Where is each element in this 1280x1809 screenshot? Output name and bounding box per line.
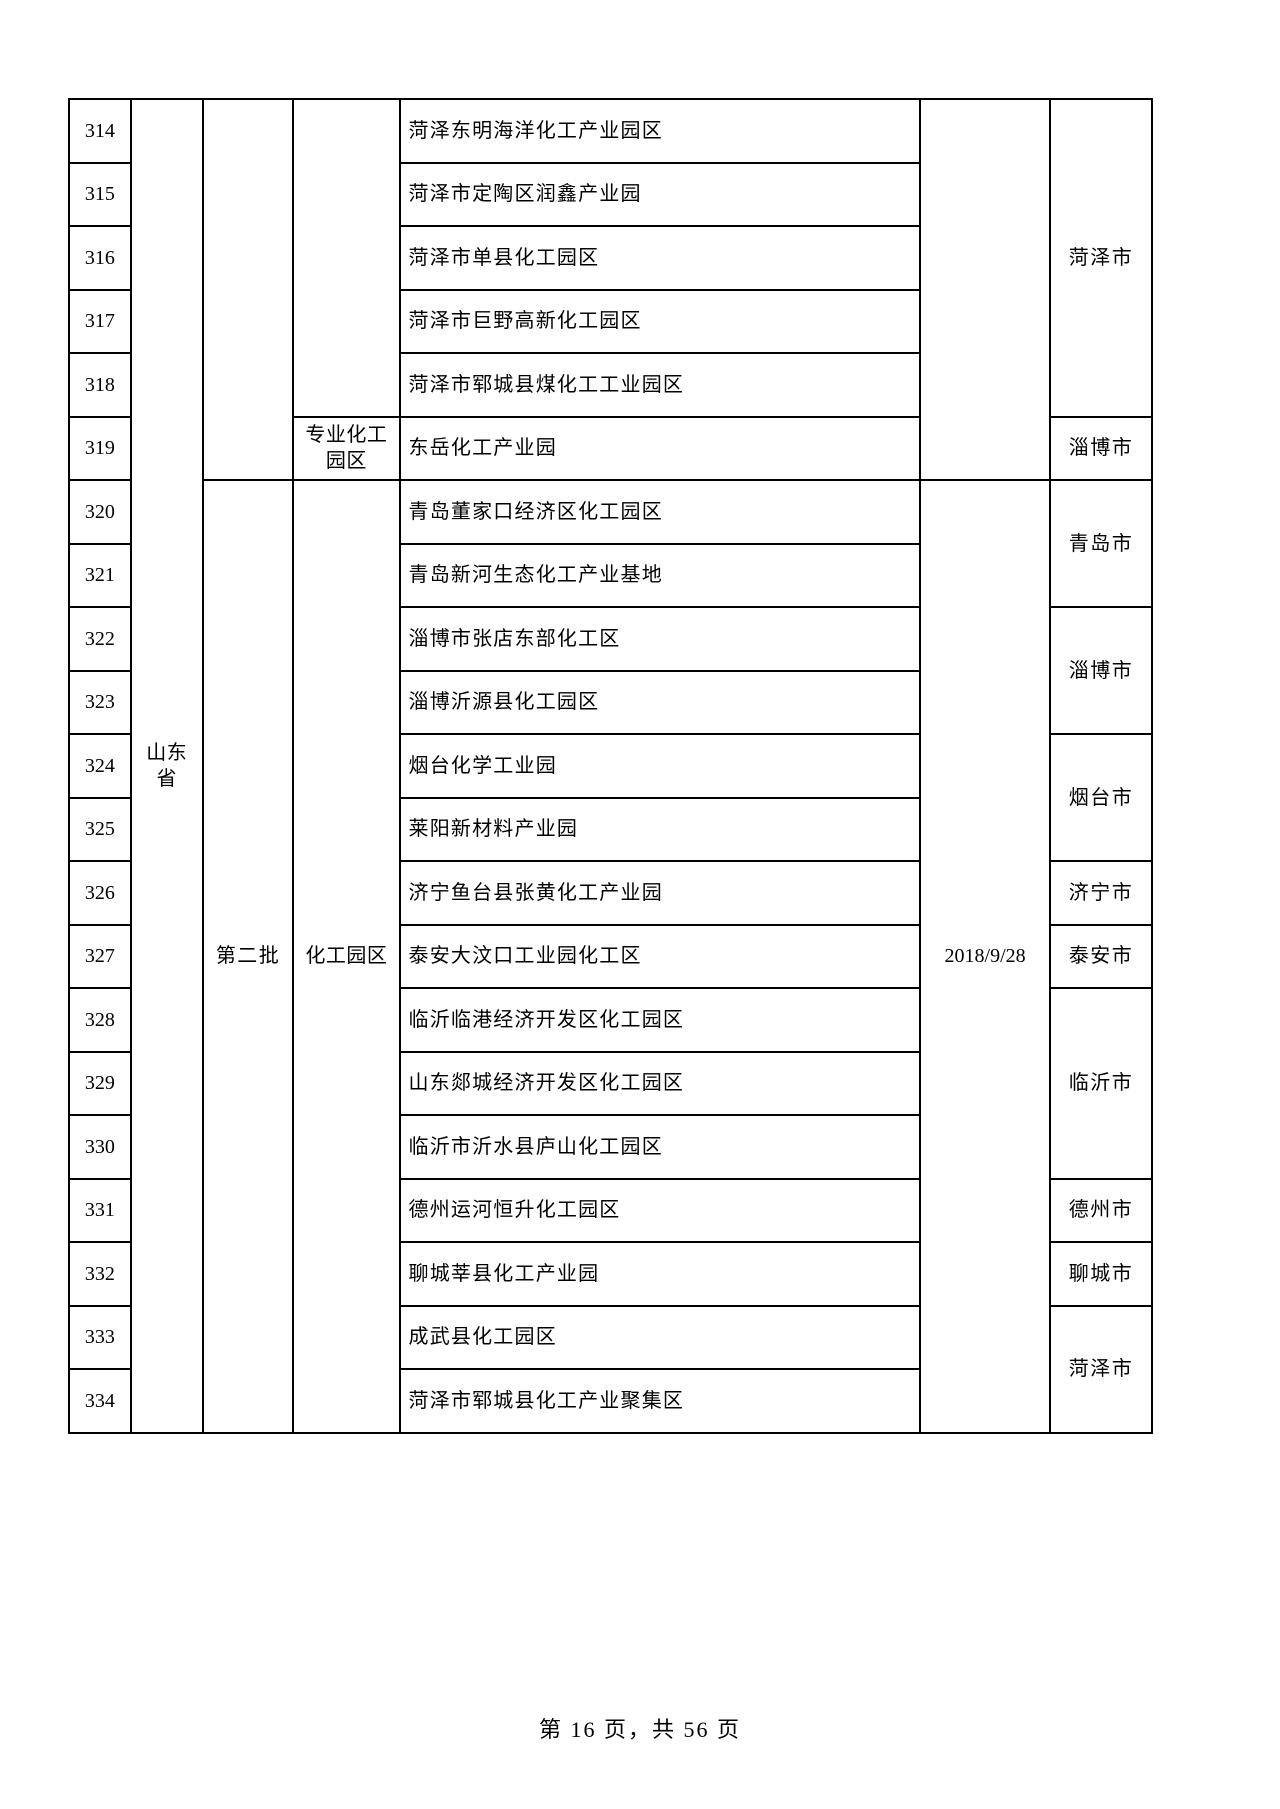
table-row: 324 烟台化学工业园 烟台市	[68, 733, 1154, 862]
row-index: 329	[68, 1050, 132, 1116]
park-name: 青岛新河生态化工产业基地	[398, 542, 922, 608]
row-index: 322	[68, 606, 132, 672]
park-name: 菏泽市巨野高新化工园区	[398, 288, 922, 354]
park-type: 专业化工园区	[292, 415, 401, 481]
row-index: 316	[68, 225, 132, 291]
park-name: 聊城莘县化工产业园	[398, 1241, 922, 1307]
row-index: 317	[68, 288, 132, 354]
province-cell: 山东省	[129, 98, 204, 1434]
city-cell: 淄博市	[1048, 415, 1154, 481]
row-index: 330	[68, 1114, 132, 1180]
park-name: 菏泽市单县化工园区	[398, 225, 922, 291]
table-row: 334 菏泽市郓城县化工产业聚集区	[68, 1368, 1152, 1434]
row-index: 333	[68, 1304, 132, 1370]
park-name: 临沂市沂水县庐山化工园区	[398, 1114, 922, 1180]
page-footer: 第 16 页，共 56 页	[538, 1717, 741, 1742]
row-index: 331	[68, 1177, 132, 1243]
city-cell: 菏泽市	[1048, 1304, 1154, 1434]
table-row: 321 青岛新河生态化工产业基地	[68, 542, 1152, 608]
table-row: 333 成武县化工园区 菏泽市	[68, 1304, 1154, 1434]
row-index: 320	[68, 479, 132, 545]
table-row: 332 聊城莘县化工产业园 聊城市	[68, 1241, 1154, 1307]
parks-table: 314 山东省 菏泽东明海洋化工产业园区 菏泽市 315 菏泽市定陶区润鑫产业园	[68, 98, 1154, 1434]
park-name: 山东郯城经济开发区化工园区	[398, 1050, 922, 1116]
table-row: 319 专业化工园区 东岳化工产业园 淄博市	[68, 415, 1154, 481]
park-type: 化工园区	[292, 479, 401, 1434]
table-row: 330 临沂市沂水县庐山化工园区	[68, 1114, 1152, 1180]
row-index: 319	[68, 415, 132, 481]
park-name: 济宁鱼台县张黄化工产业园	[398, 860, 922, 926]
row-index: 323	[68, 669, 132, 735]
park-name: 德州运河恒升化工园区	[398, 1177, 922, 1243]
row-index: 321	[68, 542, 132, 608]
park-name: 青岛董家口经济区化工园区	[398, 479, 922, 545]
row-index: 326	[68, 860, 132, 926]
city-cell: 烟台市	[1048, 733, 1154, 862]
park-name: 临沂临港经济开发区化工园区	[398, 987, 922, 1053]
date-cell: 2018/9/28	[919, 479, 1051, 1434]
park-name: 菏泽市郓城县化工产业聚集区	[398, 1368, 922, 1434]
city-cell: 济宁市	[1048, 860, 1154, 926]
park-name: 淄博市张店东部化工区	[398, 606, 922, 672]
city-cell: 德州市	[1048, 1177, 1154, 1243]
row-index: 327	[68, 923, 132, 989]
row-index: 334	[68, 1368, 132, 1434]
park-name: 泰安大汶口工业园化工区	[398, 923, 922, 989]
table-row: 329 山东郯城经济开发区化工园区	[68, 1050, 1152, 1116]
table-row: 326 济宁鱼台县张黄化工产业园 济宁市	[68, 860, 1154, 926]
table-row: 316 菏泽市单县化工园区	[68, 225, 1152, 291]
park-name: 菏泽东明海洋化工产业园区	[398, 98, 922, 164]
city-cell: 泰安市	[1048, 923, 1154, 989]
row-index: 315	[68, 161, 132, 227]
table-row: 320 第二批 化工园区 青岛董家口经济区化工园区 2018/9/28 青岛市	[68, 479, 1154, 1434]
park-name: 烟台化学工业园	[398, 733, 922, 799]
table-row: 315 菏泽市定陶区润鑫产业园	[68, 161, 1152, 227]
table-row: 331 德州运河恒升化工园区 德州市	[68, 1177, 1154, 1243]
city-cell: 青岛市	[1048, 479, 1154, 608]
table-row: 317 菏泽市巨野高新化工园区	[68, 288, 1152, 354]
row-index: 318	[68, 352, 132, 418]
city-cell: 淄博市	[1048, 606, 1154, 735]
table-row: 318 菏泽市郓城县煤化工工业园区	[68, 352, 1152, 418]
table-row: 327 泰安大汶口工业园化工区 泰安市	[68, 923, 1154, 989]
park-name: 淄博沂源县化工园区	[398, 669, 922, 735]
park-name: 东岳化工产业园	[398, 415, 922, 481]
park-name: 成武县化工园区	[398, 1304, 922, 1370]
park-name: 菏泽市郓城县煤化工工业园区	[398, 352, 922, 418]
park-type-cell-empty	[292, 98, 401, 418]
table-row: 328 临沂临港经济开发区化工园区 临沂市	[68, 987, 1154, 1180]
city-cell: 临沂市	[1048, 987, 1154, 1180]
table-row: 322 淄博市张店东部化工区 淄博市	[68, 606, 1154, 735]
park-name: 莱阳新材料产业园	[398, 796, 922, 862]
table-row: 325 莱阳新材料产业园	[68, 796, 1152, 862]
row-index: 324	[68, 733, 132, 799]
table-row: 314 山东省 菏泽东明海洋化工产业园区 菏泽市	[68, 98, 1154, 1434]
batch-cell: 第二批	[201, 479, 295, 1434]
row-index: 314	[68, 98, 132, 164]
province-label: 山东省	[146, 741, 188, 790]
batch-cell-top	[201, 98, 295, 481]
row-index: 332	[68, 1241, 132, 1307]
table-row: 323 淄博沂源县化工园区	[68, 669, 1152, 735]
date-cell-top	[919, 98, 1051, 481]
parks-table-container: 314 山东省 菏泽东明海洋化工产业园区 菏泽市 315 菏泽市定陶区润鑫产业园	[68, 98, 1154, 1434]
city-cell: 聊城市	[1048, 1241, 1154, 1307]
city-cell: 菏泽市	[1048, 98, 1154, 418]
row-index: 328	[68, 987, 132, 1053]
row-index: 325	[68, 796, 132, 862]
park-name: 菏泽市定陶区润鑫产业园	[398, 161, 922, 227]
